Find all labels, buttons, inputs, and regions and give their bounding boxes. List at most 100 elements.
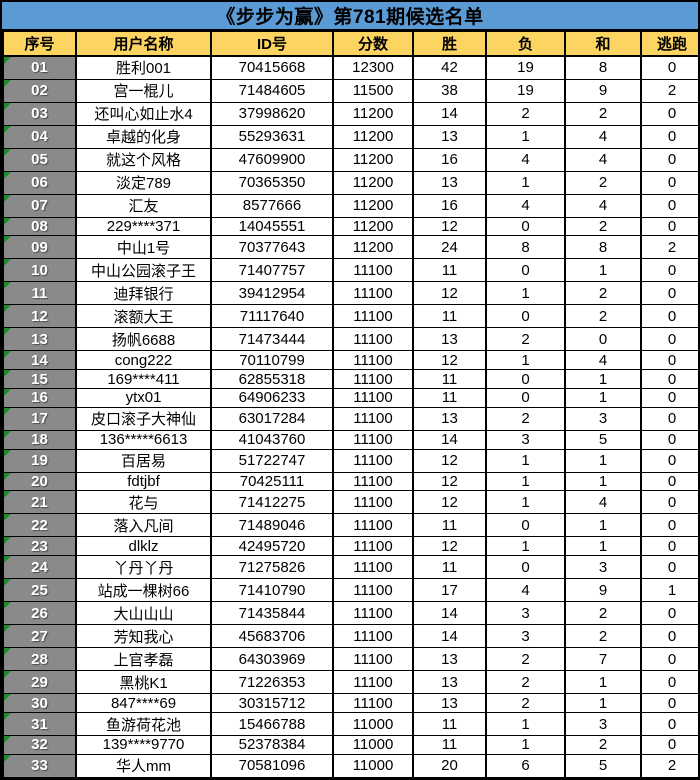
cell-draws[interactable]: 4 bbox=[564, 350, 642, 371]
cell-losses[interactable]: 6 bbox=[485, 753, 566, 778]
cell-losses[interactable]: 8 bbox=[485, 235, 566, 260]
cell-index[interactable]: 21 bbox=[2, 490, 77, 515]
cell-id[interactable]: 71484605 bbox=[210, 78, 334, 103]
cell-id[interactable]: 51722747 bbox=[210, 448, 334, 473]
cell-wins[interactable]: 12 bbox=[412, 216, 487, 237]
cell-losses[interactable]: 2 bbox=[485, 327, 566, 352]
cell-draws[interactable]: 2 bbox=[564, 735, 642, 755]
cell-losses[interactable]: 2 bbox=[485, 406, 566, 431]
cell-id[interactable]: 70581096 bbox=[210, 753, 334, 778]
col-header-score[interactable]: 分数 bbox=[332, 31, 414, 57]
cell-draws[interactable]: 2 bbox=[564, 170, 642, 195]
cell-id[interactable]: 15466788 bbox=[210, 712, 334, 737]
cell-wins[interactable]: 12 bbox=[412, 471, 487, 492]
cell-escapes[interactable]: 0 bbox=[640, 124, 698, 149]
cell-wins[interactable]: 12 bbox=[412, 448, 487, 473]
cell-index[interactable]: 16 bbox=[2, 387, 77, 408]
cell-index[interactable]: 09 bbox=[2, 235, 77, 260]
cell-wins[interactable]: 11 bbox=[412, 712, 487, 737]
cell-username[interactable]: 大山山山 bbox=[75, 601, 212, 626]
cell-id[interactable]: 71410790 bbox=[210, 578, 334, 603]
cell-username[interactable]: 136*****6613 bbox=[75, 429, 212, 450]
cell-escapes[interactable]: 0 bbox=[640, 406, 698, 431]
cell-score[interactable]: 11100 bbox=[332, 624, 414, 649]
cell-index[interactable]: 13 bbox=[2, 327, 77, 352]
cell-index[interactable]: 23 bbox=[2, 536, 77, 557]
cell-username[interactable]: dlklz bbox=[75, 536, 212, 557]
cell-score[interactable]: 11500 bbox=[332, 78, 414, 103]
cell-wins[interactable]: 11 bbox=[412, 258, 487, 283]
cell-id[interactable]: 71473444 bbox=[210, 327, 334, 352]
cell-escapes[interactable]: 0 bbox=[640, 448, 698, 473]
col-header-escapes[interactable]: 逃跑 bbox=[640, 31, 698, 57]
cell-wins[interactable]: 17 bbox=[412, 578, 487, 603]
cell-escapes[interactable]: 0 bbox=[640, 670, 698, 695]
cell-score[interactable]: 11200 bbox=[332, 147, 414, 172]
cell-username[interactable]: 落入凡间 bbox=[75, 513, 212, 538]
cell-losses[interactable]: 1 bbox=[485, 735, 566, 755]
cell-score[interactable]: 11000 bbox=[332, 753, 414, 778]
cell-index[interactable]: 24 bbox=[2, 555, 77, 580]
cell-index[interactable]: 15 bbox=[2, 369, 77, 389]
cell-losses[interactable]: 4 bbox=[485, 578, 566, 603]
cell-index[interactable]: 18 bbox=[2, 429, 77, 450]
cell-index[interactable]: 19 bbox=[2, 448, 77, 473]
cell-score[interactable]: 11200 bbox=[332, 216, 414, 237]
cell-wins[interactable]: 42 bbox=[412, 55, 487, 80]
cell-username[interactable]: fdtjbf bbox=[75, 471, 212, 492]
cell-index[interactable]: 25 bbox=[2, 578, 77, 603]
cell-draws[interactable]: 5 bbox=[564, 753, 642, 778]
cell-escapes[interactable]: 0 bbox=[640, 170, 698, 195]
cell-id[interactable]: 71117640 bbox=[210, 304, 334, 329]
cell-id[interactable]: 71226353 bbox=[210, 670, 334, 695]
cell-losses[interactable]: 0 bbox=[485, 216, 566, 237]
cell-score[interactable]: 11100 bbox=[332, 693, 414, 714]
cell-id[interactable]: 71412275 bbox=[210, 490, 334, 515]
cell-id[interactable]: 39412954 bbox=[210, 281, 334, 306]
cell-index[interactable]: 10 bbox=[2, 258, 77, 283]
cell-username[interactable]: 滚额大王 bbox=[75, 304, 212, 329]
cell-score[interactable]: 11200 bbox=[332, 170, 414, 195]
cell-score[interactable]: 11100 bbox=[332, 304, 414, 329]
cell-wins[interactable]: 12 bbox=[412, 490, 487, 515]
cell-draws[interactable]: 1 bbox=[564, 693, 642, 714]
cell-wins[interactable]: 14 bbox=[412, 601, 487, 626]
cell-losses[interactable]: 0 bbox=[485, 387, 566, 408]
cell-wins[interactable]: 11 bbox=[412, 387, 487, 408]
cell-username[interactable]: 就这个风格 bbox=[75, 147, 212, 172]
cell-username[interactable]: cong222 bbox=[75, 350, 212, 371]
cell-index[interactable]: 33 bbox=[2, 753, 77, 778]
cell-draws[interactable]: 1 bbox=[564, 258, 642, 283]
cell-wins[interactable]: 16 bbox=[412, 193, 487, 218]
cell-score[interactable]: 11200 bbox=[332, 124, 414, 149]
cell-id[interactable]: 8577666 bbox=[210, 193, 334, 218]
cell-wins[interactable]: 14 bbox=[412, 429, 487, 450]
cell-index[interactable]: 27 bbox=[2, 624, 77, 649]
cell-index[interactable]: 05 bbox=[2, 147, 77, 172]
cell-username[interactable]: 中山公园滚子王 bbox=[75, 258, 212, 283]
cell-losses[interactable]: 2 bbox=[485, 101, 566, 126]
cell-wins[interactable]: 13 bbox=[412, 406, 487, 431]
cell-index[interactable]: 01 bbox=[2, 55, 77, 80]
cell-index[interactable]: 04 bbox=[2, 124, 77, 149]
cell-draws[interactable]: 1 bbox=[564, 670, 642, 695]
cell-score[interactable]: 11100 bbox=[332, 536, 414, 557]
cell-draws[interactable]: 3 bbox=[564, 406, 642, 431]
cell-username[interactable]: 扬帆6688 bbox=[75, 327, 212, 352]
cell-losses[interactable]: 1 bbox=[485, 448, 566, 473]
cell-score[interactable]: 11100 bbox=[332, 448, 414, 473]
cell-escapes[interactable]: 0 bbox=[640, 193, 698, 218]
cell-wins[interactable]: 13 bbox=[412, 327, 487, 352]
cell-score[interactable]: 11100 bbox=[332, 369, 414, 389]
cell-username[interactable]: 芳知我心 bbox=[75, 624, 212, 649]
cell-username[interactable]: 淡定789 bbox=[75, 170, 212, 195]
cell-losses[interactable]: 19 bbox=[485, 55, 566, 80]
cell-index[interactable]: 22 bbox=[2, 513, 77, 538]
cell-score[interactable]: 11100 bbox=[332, 471, 414, 492]
cell-escapes[interactable]: 2 bbox=[640, 78, 698, 103]
col-header-losses[interactable]: 负 bbox=[485, 31, 566, 57]
cell-losses[interactable]: 1 bbox=[485, 170, 566, 195]
cell-losses[interactable]: 4 bbox=[485, 147, 566, 172]
cell-draws[interactable]: 1 bbox=[564, 387, 642, 408]
cell-username[interactable]: 皮口滚子大神仙 bbox=[75, 406, 212, 431]
